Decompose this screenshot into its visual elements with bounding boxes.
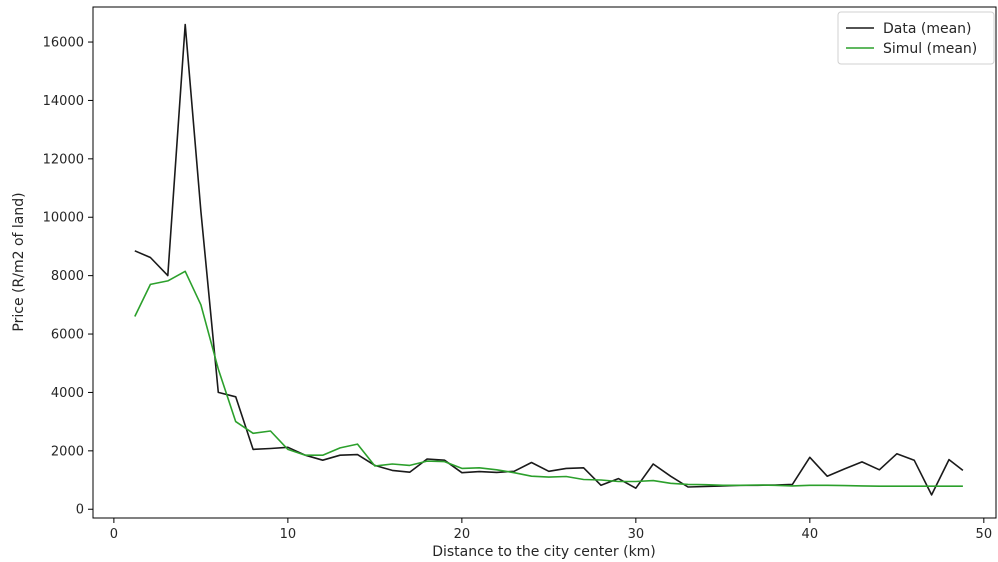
series-line-simul: [134, 270, 963, 488]
series-line-data: [134, 23, 964, 496]
y-axis-label: Price (R/m2 of land): [11, 192, 27, 331]
x-tick-label: 40: [802, 527, 819, 542]
y-tick-label: 10000: [43, 211, 84, 226]
y-tick-label: 2000: [51, 444, 84, 459]
series-layer: [134, 23, 964, 496]
legend-label-simul: Simul (mean): [883, 41, 977, 57]
y-axis-ticks: 0 2000 4000 6000 8000 10000 12000 14000 16000: [43, 36, 93, 518]
plot-frame: [92, 6, 997, 519]
legend-label-data: Data (mean): [883, 21, 972, 37]
y-tick-label: 4000: [51, 386, 84, 401]
x-axis-label: Distance to the city center (km): [432, 544, 656, 560]
y-tick-label: 14000: [43, 94, 84, 109]
y-tick-label: 16000: [43, 36, 84, 51]
x-tick-label: 20: [454, 527, 471, 542]
y-tick-label: 8000: [51, 269, 84, 284]
x-axis-ticks: 0 10 20 30 40 50: [110, 518, 992, 542]
legend-box: [837, 11, 995, 65]
x-tick-label: 30: [628, 527, 645, 542]
y-tick-label: 12000: [43, 152, 84, 167]
x-tick-label: 0: [110, 527, 118, 542]
y-tick-label: 0: [76, 503, 84, 518]
x-tick-label: 50: [976, 527, 993, 542]
x-tick-label: 10: [280, 527, 297, 542]
y-tick-label: 6000: [51, 328, 84, 343]
legend: Data (mean) Simul (mean): [837, 11, 995, 65]
